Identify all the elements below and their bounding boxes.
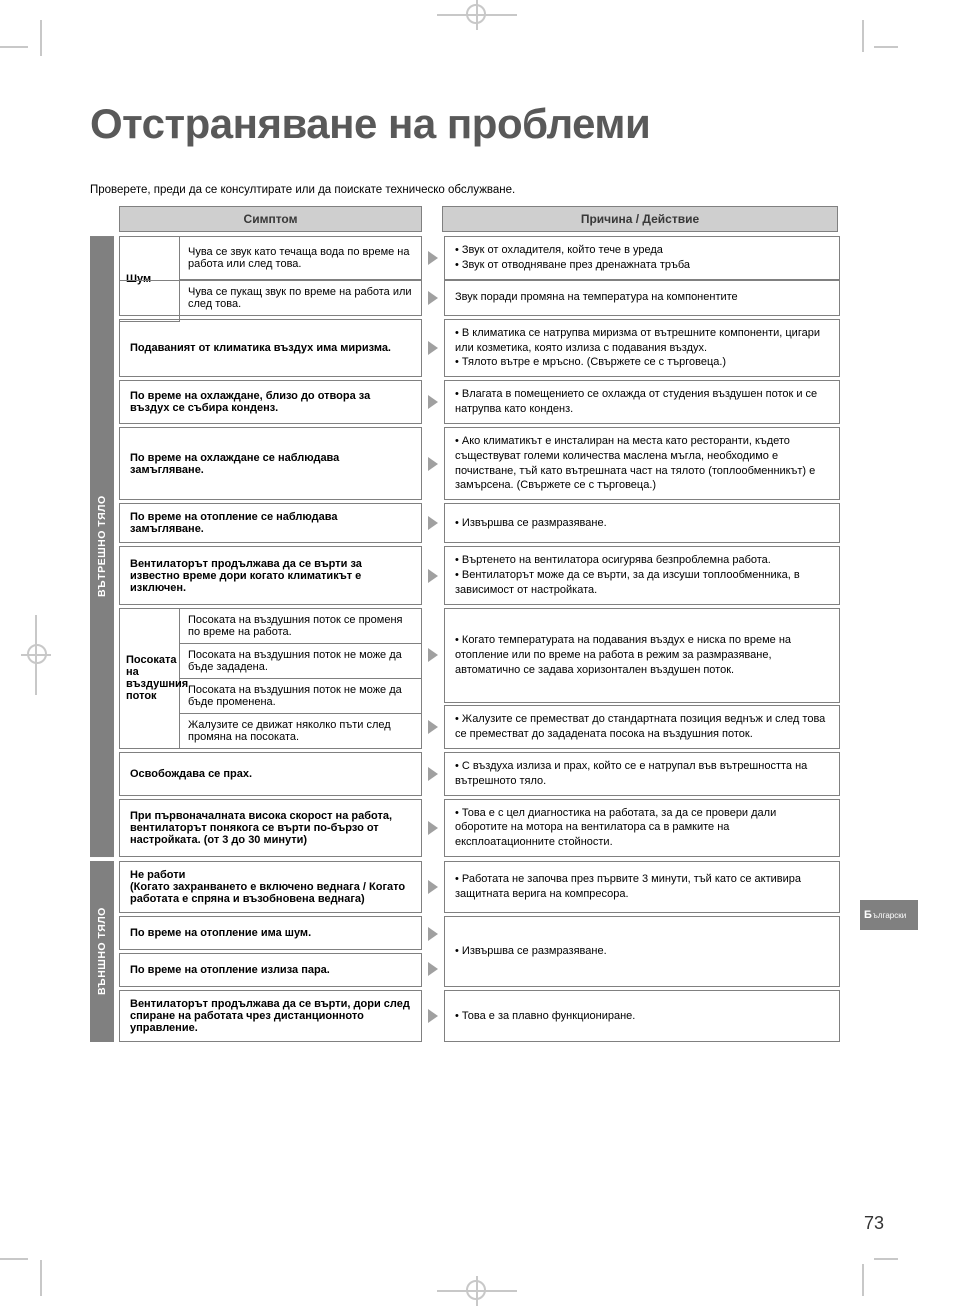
arrow-icon xyxy=(426,799,440,858)
symptom-cell: Чува се звук като течаща вода по време н… xyxy=(180,237,421,280)
arrow-icon xyxy=(426,705,440,749)
page-title: Отстраняване на проблеми xyxy=(90,100,884,148)
header-cause: Причина / Действие xyxy=(442,206,838,232)
symptom-cell: Не работи (Когато захранването е включен… xyxy=(119,861,422,913)
arrow-icon xyxy=(426,546,440,605)
symptom-cell: По време на отопление има шум. xyxy=(119,916,422,950)
sidebar-inner-unit: Вътрешно тяло xyxy=(90,236,114,857)
cause-cell: • Звук от охладителя, който тече в уреда… xyxy=(444,236,840,280)
cause-cell: Звук поради промяна на температура на ко… xyxy=(444,280,840,316)
symptom-cell: Посоката на въздушния поток се променя п… xyxy=(180,609,421,644)
cause-cell: • Извършва се размразяване. xyxy=(444,916,840,987)
symptom-cell: По време на охлаждане, близо до отвора з… xyxy=(119,380,422,424)
registration-mark xyxy=(437,1276,517,1306)
cause-cell: • Работата не започва през първите 3 мин… xyxy=(444,861,840,913)
arrow-icon xyxy=(426,319,440,378)
symptom-cell: Посоката на въздушния поток не може да б… xyxy=(180,644,421,679)
cause-cell: • Жалузите се преместват до стандартната… xyxy=(444,705,840,749)
intro-text: Проверете, преди да се консултирате или … xyxy=(90,184,884,196)
symptom-cell: По време на отопление излиза пара. xyxy=(119,953,422,987)
crop-mark xyxy=(40,1260,42,1296)
arrow-icon xyxy=(426,861,440,913)
arrow-icon xyxy=(426,236,440,280)
arrow-icon xyxy=(426,752,440,796)
sidebar-outer-unit: Външно тяло xyxy=(90,861,114,1042)
symptom-cell: Посоката на въздушния поток не може да б… xyxy=(180,679,421,714)
symptom-cell: Чува се пукащ звук по време на работа ил… xyxy=(179,281,421,315)
cause-cell: • В климатика се натрупва миризма от вът… xyxy=(444,319,840,378)
cause-cell: • Това е за плавно функциониране. xyxy=(444,990,840,1042)
symptom-cell: По време на охлаждане се наблюдава замъг… xyxy=(119,427,422,500)
cause-cell: • Когато температурата на подавания възд… xyxy=(444,608,840,703)
arrow-icon xyxy=(426,280,440,316)
arrow-icon xyxy=(426,427,440,500)
symptom-cell: Вентилаторът продължава да се върти, дор… xyxy=(119,990,422,1042)
cause-cell: • Влагата в помещението се охлажда от ст… xyxy=(444,380,840,424)
label-airflow: Посоката на въздушния поток xyxy=(120,609,180,748)
crop-mark xyxy=(862,1264,864,1296)
arrow-icon xyxy=(426,380,440,424)
cause-cell: • Извършва се размразяване. xyxy=(444,503,840,543)
arrow-icon xyxy=(426,916,440,987)
cause-cell: • Ако климатикът е инсталиран на места к… xyxy=(444,427,840,500)
symptom-cell: Освобождава се прах. xyxy=(119,752,422,796)
crop-mark xyxy=(0,1258,28,1260)
header-symptom: Симптом xyxy=(119,206,422,232)
symptom-cell: При първоначалната висока скорост на раб… xyxy=(119,799,422,858)
symptom-cell: Жалузите се движат няколко пъти след про… xyxy=(180,714,421,748)
crop-mark xyxy=(874,1258,898,1260)
symptom-cell: Подаваният от климатика въздух има мириз… xyxy=(119,319,422,378)
arrow-icon xyxy=(426,503,440,543)
page-number: 73 xyxy=(864,1213,884,1234)
arrow-icon xyxy=(426,990,440,1042)
symptom-cell: По време на отопление се наблюдава замъг… xyxy=(119,503,422,543)
cause-cell: • Въртенето на вентилатора осигурява без… xyxy=(444,546,840,605)
cause-cell: • Това е с цел диагностика на работата, … xyxy=(444,799,840,858)
symptom-cell: Вентилаторът продължава да се върти за и… xyxy=(119,546,422,605)
arrow-icon xyxy=(426,608,440,703)
cause-cell: • С въздуха излиза и прах, който се е на… xyxy=(444,752,840,796)
